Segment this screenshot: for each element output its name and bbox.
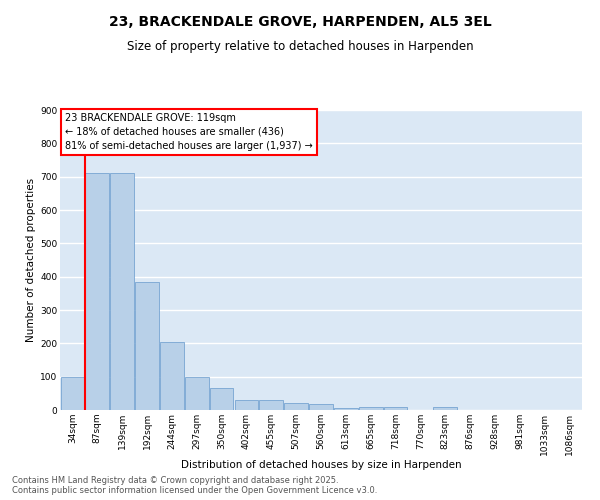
Bar bbox=[110, 174, 134, 410]
Bar bbox=[259, 400, 283, 410]
Bar bbox=[284, 404, 308, 410]
Bar bbox=[235, 400, 258, 410]
Bar bbox=[334, 408, 358, 410]
Bar bbox=[433, 408, 457, 410]
Bar bbox=[160, 342, 184, 410]
Text: 23, BRACKENDALE GROVE, HARPENDEN, AL5 3EL: 23, BRACKENDALE GROVE, HARPENDEN, AL5 3E… bbox=[109, 15, 491, 29]
X-axis label: Distribution of detached houses by size in Harpenden: Distribution of detached houses by size … bbox=[181, 460, 461, 470]
Bar bbox=[135, 282, 159, 410]
Bar bbox=[210, 388, 233, 410]
Text: Size of property relative to detached houses in Harpenden: Size of property relative to detached ho… bbox=[127, 40, 473, 53]
Bar bbox=[61, 376, 84, 410]
Y-axis label: Number of detached properties: Number of detached properties bbox=[26, 178, 36, 342]
Bar bbox=[359, 408, 383, 410]
Text: 23 BRACKENDALE GROVE: 119sqm
← 18% of detached houses are smaller (436)
81% of s: 23 BRACKENDALE GROVE: 119sqm ← 18% of de… bbox=[65, 113, 313, 151]
Bar bbox=[384, 408, 407, 410]
Text: Contains HM Land Registry data © Crown copyright and database right 2025.
Contai: Contains HM Land Registry data © Crown c… bbox=[12, 476, 377, 495]
Bar bbox=[85, 174, 109, 410]
Bar bbox=[185, 376, 209, 410]
Bar bbox=[309, 404, 333, 410]
